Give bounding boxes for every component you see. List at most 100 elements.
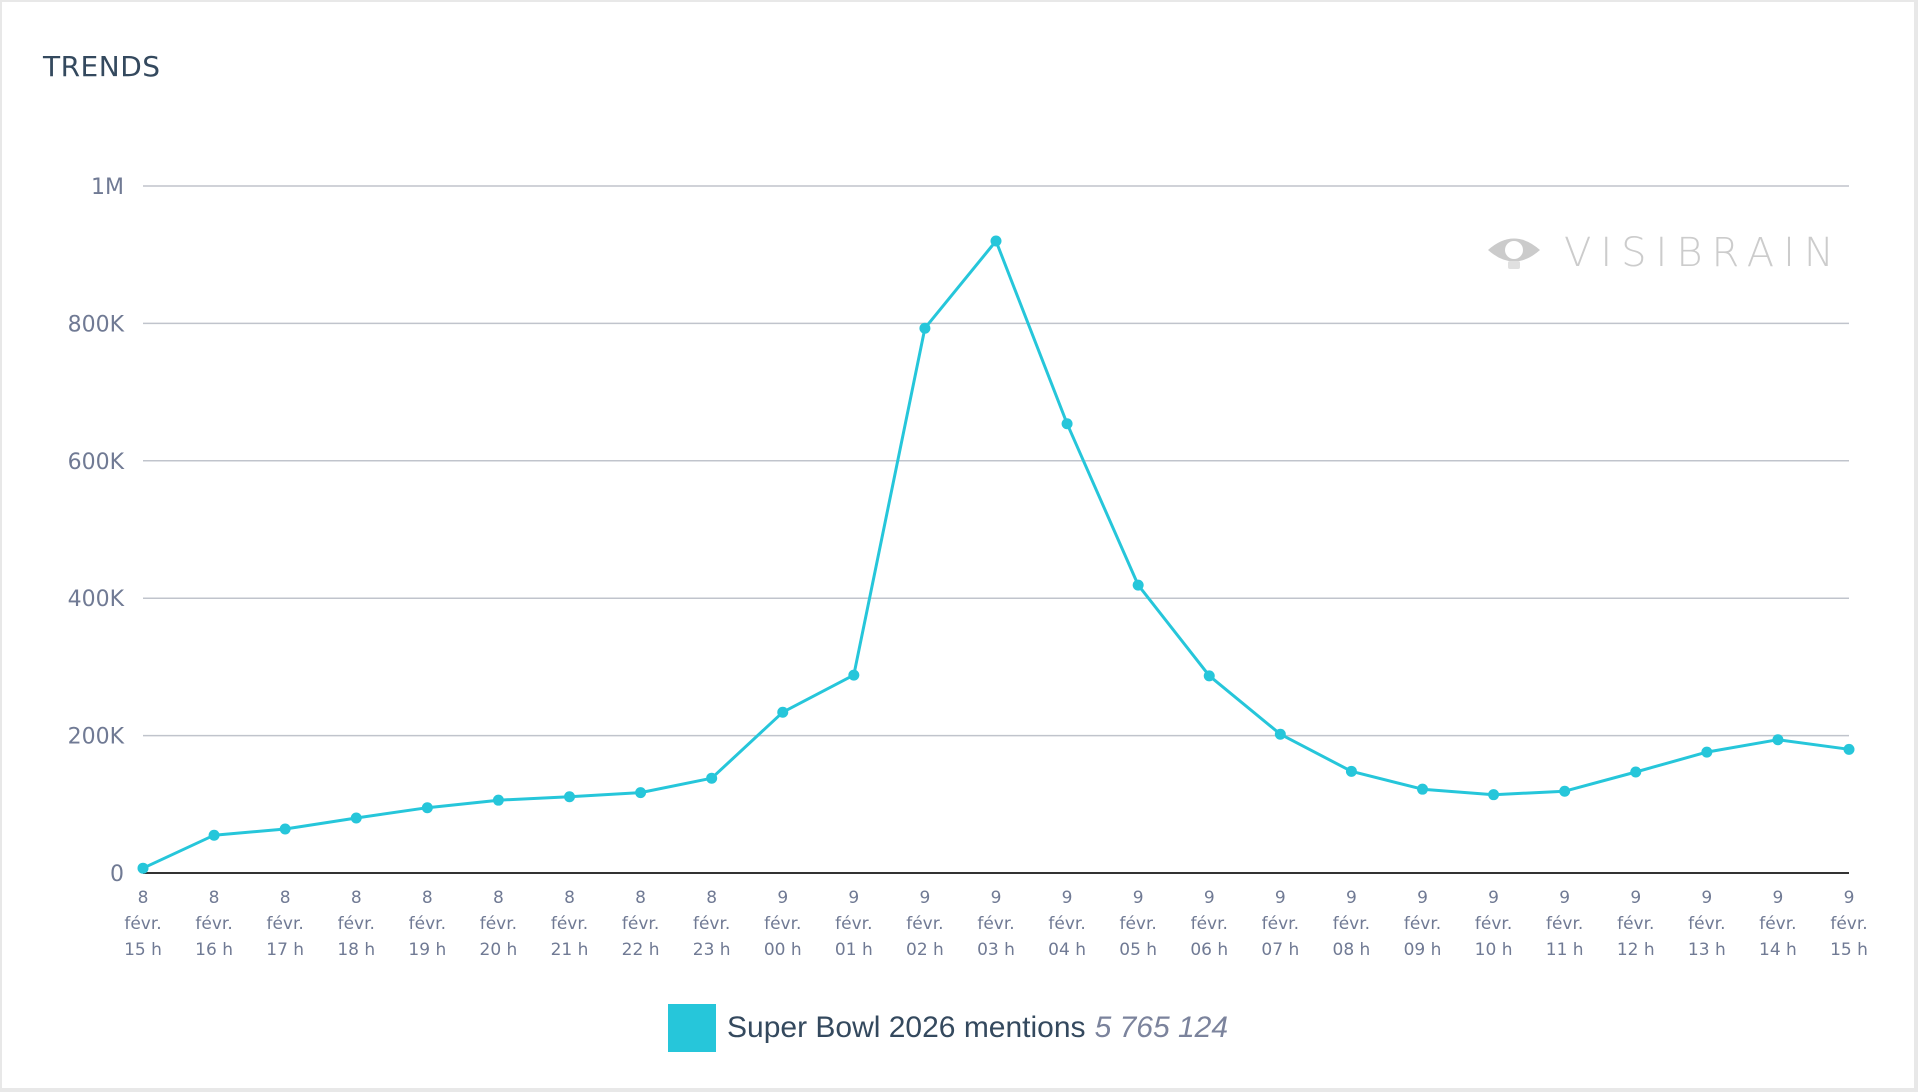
x-tick-label: 08 h xyxy=(1333,940,1371,960)
data-point[interactable] xyxy=(919,322,931,334)
legend-swatch[interactable] xyxy=(668,1004,716,1052)
x-tick-label: 8 xyxy=(351,888,362,908)
x-tick-label: févr. xyxy=(1119,914,1156,934)
x-tick-label: 8 xyxy=(564,888,575,908)
data-point[interactable] xyxy=(1772,734,1784,746)
y-tick-label: 800K xyxy=(68,312,125,337)
x-tick-label: févr. xyxy=(480,914,517,934)
x-tick-label: 9 xyxy=(1844,888,1855,908)
x-tick-label: févr. xyxy=(1546,914,1583,934)
data-point[interactable] xyxy=(1061,418,1073,430)
x-tick-label: 9 xyxy=(1346,888,1357,908)
y-tick-label: 400K xyxy=(68,587,125,612)
data-point[interactable] xyxy=(1559,785,1571,797)
x-tick-label: févr. xyxy=(1262,914,1299,934)
data-point[interactable] xyxy=(1843,743,1855,755)
x-tick-label: 12 h xyxy=(1617,940,1655,960)
x-tick-label: févr. xyxy=(124,914,161,934)
x-tick-label: 02 h xyxy=(906,940,944,960)
data-point[interactable] xyxy=(848,669,860,681)
y-tick-label: 600K xyxy=(68,450,125,475)
data-point[interactable] xyxy=(1701,746,1713,758)
x-tick-label: 9 xyxy=(1133,888,1144,908)
watermark-brand: VISIBRAIN xyxy=(1564,230,1843,276)
data-point[interactable] xyxy=(492,794,504,806)
card-title: TRENDS xyxy=(43,50,161,83)
x-tick-label: 04 h xyxy=(1048,940,1086,960)
visibrain-watermark: VISIBRAIN xyxy=(1486,230,1843,276)
x-tick-label: 9 xyxy=(1559,888,1570,908)
data-point[interactable] xyxy=(990,235,1002,247)
x-tick-label: 9 xyxy=(991,888,1002,908)
data-point[interactable] xyxy=(1274,728,1286,740)
data-point[interactable] xyxy=(350,812,362,824)
x-tick-label: févr. xyxy=(693,914,730,934)
chart-legend[interactable]: Super Bowl 2026 mentions 5 765 124 xyxy=(668,1004,1228,1052)
x-tick-label: 9 xyxy=(1701,888,1712,908)
x-tick-label: 01 h xyxy=(835,940,873,960)
x-tick-label: 11 h xyxy=(1546,940,1584,960)
x-tick-label: févr. xyxy=(764,914,801,934)
x-tick-label: 14 h xyxy=(1759,940,1797,960)
x-tick-label: févr. xyxy=(338,914,375,934)
x-tick-label: 8 xyxy=(280,888,291,908)
data-point[interactable] xyxy=(777,706,789,718)
data-point[interactable] xyxy=(1630,766,1642,778)
x-tick-label: 06 h xyxy=(1190,940,1228,960)
x-tick-label: févr. xyxy=(835,914,872,934)
data-point[interactable] xyxy=(564,791,575,803)
data-point[interactable] xyxy=(635,787,647,799)
legend-series-total: 5 765 124 xyxy=(1094,1011,1229,1044)
data-point[interactable] xyxy=(137,862,149,874)
x-tick-label: 9 xyxy=(1204,888,1215,908)
x-tick-label: 9 xyxy=(1417,888,1428,908)
x-tick-label: févr. xyxy=(1191,914,1228,934)
y-tick-label: 1M xyxy=(91,175,124,200)
x-tick-label: févr. xyxy=(1759,914,1796,934)
x-tick-label: févr. xyxy=(1333,914,1370,934)
data-point[interactable] xyxy=(279,823,291,835)
x-tick-label: févr. xyxy=(906,914,943,934)
x-tick-label: 9 xyxy=(1488,888,1499,908)
x-tick-label: 13 h xyxy=(1688,940,1726,960)
data-point[interactable] xyxy=(706,772,718,784)
data-point[interactable] xyxy=(1488,789,1500,801)
x-tick-label: 03 h xyxy=(977,940,1015,960)
x-tick-label: févr. xyxy=(1404,914,1441,934)
x-tick-label: 05 h xyxy=(1119,940,1157,960)
x-tick-label: févr. xyxy=(195,914,232,934)
x-tick-label: févr. xyxy=(1048,914,1085,934)
x-tick-label: févr. xyxy=(266,914,303,934)
x-tick-label: 9 xyxy=(1773,888,1784,908)
x-tick-label: 22 h xyxy=(622,940,660,960)
x-tick-label: 00 h xyxy=(764,940,802,960)
data-point[interactable] xyxy=(1132,579,1144,591)
data-point[interactable] xyxy=(1203,670,1215,682)
x-tick-label: 23 h xyxy=(693,940,731,960)
data-point[interactable] xyxy=(1417,783,1428,795)
x-tick-label: 8 xyxy=(493,888,504,908)
x-tick-label: 9 xyxy=(1630,888,1641,908)
x-tick-label: 9 xyxy=(848,888,859,908)
x-tick-label: 16 h xyxy=(195,940,233,960)
x-tick-label: 8 xyxy=(422,888,433,908)
data-point[interactable] xyxy=(208,829,220,841)
x-tick-label: 8 xyxy=(706,888,717,908)
x-tick-label: 17 h xyxy=(266,940,304,960)
x-tick-label: 09 h xyxy=(1404,940,1442,960)
x-tick-label: 8 xyxy=(209,888,220,908)
data-point[interactable] xyxy=(1345,765,1357,777)
x-tick-label: 18 h xyxy=(337,940,375,960)
x-tick-label: 9 xyxy=(1275,888,1286,908)
x-tick-label: févr. xyxy=(1475,914,1512,934)
x-tick-label: 9 xyxy=(777,888,788,908)
x-tick-label: 21 h xyxy=(551,940,589,960)
x-tick-label: févr. xyxy=(1830,914,1867,934)
data-point[interactable] xyxy=(421,802,433,814)
x-tick-label: 8 xyxy=(138,888,149,908)
x-tick-label: 9 xyxy=(1062,888,1073,908)
x-tick-label: 10 h xyxy=(1475,940,1513,960)
legend-series-label[interactable]: Super Bowl 2026 mentions xyxy=(727,1011,1086,1044)
x-tick-label: 20 h xyxy=(480,940,518,960)
